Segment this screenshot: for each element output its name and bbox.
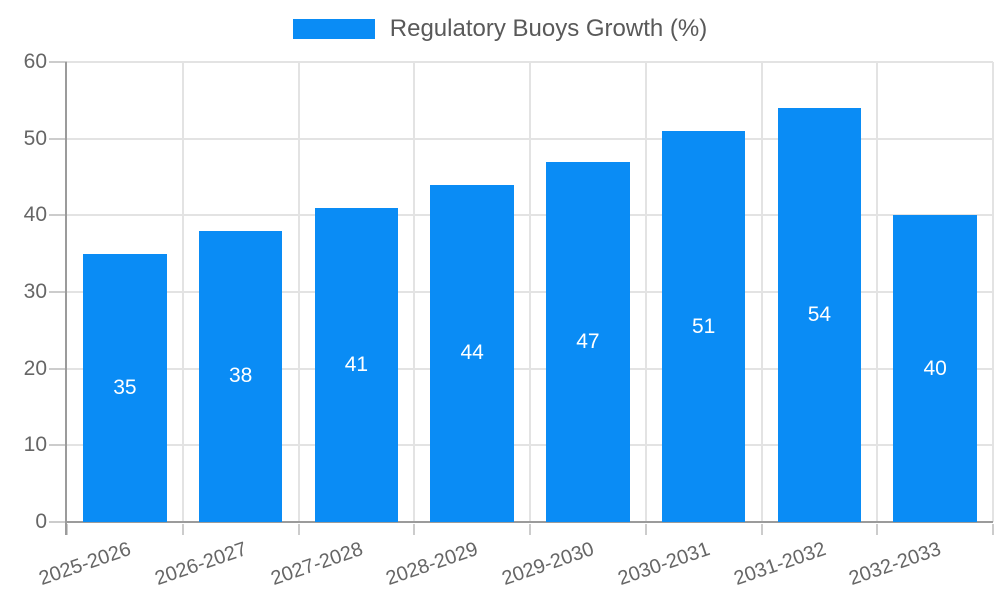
bar-value-label: 54 [807, 303, 832, 326]
y-axis-tick [49, 367, 67, 370]
x-axis-tick-label: 2030-2031 [615, 538, 713, 590]
y-axis-tick-label: 10 [23, 433, 47, 457]
y-axis-tick [49, 137, 67, 140]
x-axis-tick [66, 524, 68, 535]
chart-legend[interactable]: Regulatory Buoys Growth (%) [0, 15, 1000, 43]
y-axis-tick-label: 20 [23, 356, 47, 380]
bar[interactable]: 35 [83, 253, 167, 522]
bar[interactable]: 51 [661, 131, 746, 522]
x-axis-tick [992, 524, 994, 535]
x-axis-tick-label: 2026-2027 [152, 538, 250, 590]
y-axis-tick [49, 291, 67, 293]
bar-value-label: 47 [576, 329, 600, 353]
bar[interactable]: 44 [430, 184, 514, 522]
y-axis-tick [49, 521, 67, 523]
gridline-vertical [876, 62, 879, 522]
x-axis-tick [181, 524, 184, 535]
x-axis-tick-label: 2028-2029 [383, 538, 482, 590]
y-axis-tick-label: 30 [23, 280, 47, 303]
x-axis-tick [644, 524, 647, 535]
bar-value-label: 40 [923, 356, 947, 380]
gridline-vertical [529, 62, 531, 522]
gridline-vertical [297, 62, 300, 522]
bar-value-label: 51 [691, 314, 716, 338]
gridline-vertical [181, 62, 184, 522]
gridline-vertical [644, 62, 647, 522]
x-axis-tick-label: 2025-2026 [36, 538, 135, 590]
x-axis-tick [760, 524, 763, 535]
y-axis-tick [49, 214, 67, 217]
bar[interactable]: 38 [198, 230, 283, 522]
x-axis-tick-label: 2029-2030 [499, 538, 598, 590]
x-axis-tick [876, 524, 879, 535]
gridline-vertical [992, 62, 994, 522]
y-axis-tick-label: 50 [23, 126, 47, 150]
gridline-vertical [760, 62, 763, 522]
legend-label: Regulatory Buoys Growth (%) [389, 15, 708, 42]
y-axis-tick-label: 60 [23, 50, 47, 73]
bar-value-label: 35 [113, 375, 137, 399]
y-axis-tick-label: 0 [35, 510, 47, 533]
x-axis-line [67, 521, 993, 523]
bar-value-label: 38 [228, 364, 253, 388]
x-axis-tick-label: 2031-2032 [730, 538, 829, 590]
y-axis-tick [49, 444, 67, 447]
bar-value-label: 44 [460, 341, 484, 365]
bar[interactable]: 40 [893, 215, 977, 522]
bar[interactable]: 47 [546, 161, 630, 522]
bar[interactable]: 41 [314, 207, 399, 522]
x-axis-tick [529, 524, 531, 535]
x-axis-tick [297, 524, 300, 535]
x-axis-tick-label: 2027-2028 [267, 538, 366, 590]
bar[interactable]: 54 [777, 108, 862, 522]
legend-swatch-icon [292, 19, 375, 39]
y-axis-line [65, 62, 67, 535]
x-axis-tick [413, 524, 416, 535]
y-axis-tick-label: 40 [23, 203, 47, 227]
gridline-vertical [413, 62, 416, 522]
y-axis-tick [49, 61, 67, 63]
bar-value-label: 41 [344, 352, 369, 376]
x-axis-tick-label: 2032-2033 [846, 538, 945, 590]
